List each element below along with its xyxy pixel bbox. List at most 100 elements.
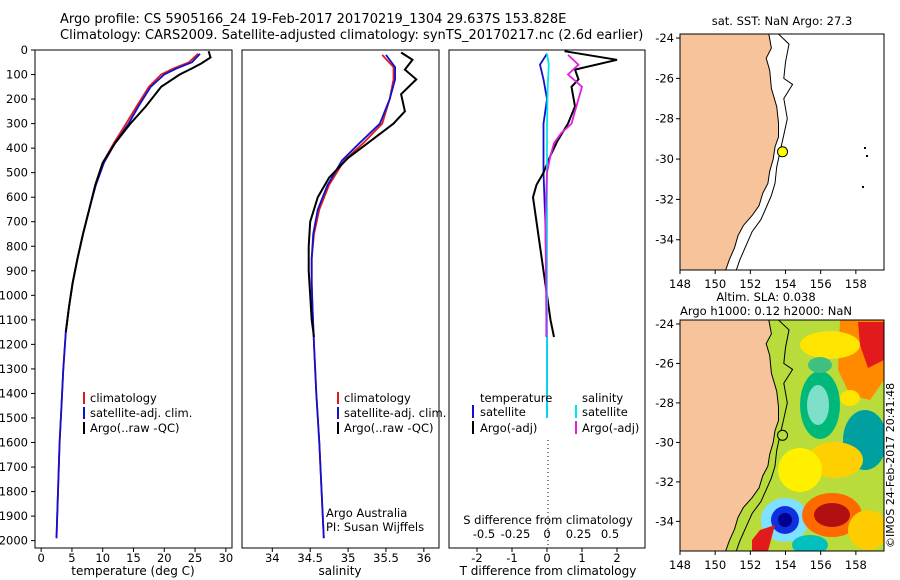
depth-tick-label: 500 — [6, 166, 28, 180]
s-tick-label: -0.25 — [501, 527, 531, 541]
lat-tick-label: -34 — [655, 233, 674, 247]
difference-x-ticks: -2 -1 0 1 2 — [471, 548, 621, 565]
x-tick-label: 35 — [341, 551, 356, 565]
temperature-legend: climatology satellite-adj. clim. Argo(..… — [83, 391, 192, 435]
diff-legend-targo: Argo(-adj) — [480, 421, 537, 435]
x-tick-label: 2 — [613, 551, 620, 565]
x-tick-label: 25 — [188, 551, 203, 565]
difference-series — [531, 50, 618, 418]
depth-tick-label: 1200 — [0, 337, 28, 351]
lon-tick-label: 148 — [669, 558, 691, 572]
s-tick-label: 0 — [543, 527, 550, 541]
salinity-x-label: salinity — [318, 564, 361, 578]
difference-s-ticks: -0.5 -0.25 0 0.25 0.5 — [473, 527, 619, 541]
lat-tick-label: -28 — [655, 396, 674, 410]
salinity-series — [307, 51, 418, 539]
sst-map-shelf-contour — [735, 34, 794, 270]
sla-map-south-patch — [752, 525, 775, 551]
x-tick-label: 0 — [37, 551, 44, 565]
x-tick-label: 34 — [265, 551, 280, 565]
x-tick-label: 5 — [68, 551, 75, 565]
lon-tick-label: 158 — [845, 277, 867, 291]
header-line-2: Climatology: CARS2009. Satellite-adjuste… — [60, 28, 643, 43]
depth-tick-label: 1500 — [0, 411, 28, 425]
depth-tick-label: 1300 — [0, 362, 28, 376]
lon-tick-label: 152 — [739, 558, 761, 572]
salinity-note-2: PI: Susan Wijffels — [326, 520, 424, 534]
salinity-x-ticks: 34 34.5 35 35.5 36 — [265, 548, 431, 565]
s-tick-label: -0.5 — [473, 527, 495, 541]
salinity-panel-frame — [241, 49, 440, 549]
header-line-1: Argo profile: CS 5905166_24 19-Feb-2017 … — [60, 12, 566, 27]
diff-legend-temp-title: temperature — [480, 391, 552, 405]
x-tick-label: 0 — [543, 551, 550, 565]
sla-map-y-ticks: -24 -26 -28 -30 -32 -34 — [655, 317, 680, 528]
lon-tick-label: 156 — [810, 558, 832, 572]
lat-tick-label: -24 — [655, 317, 674, 331]
lon-tick-label: 150 — [704, 277, 726, 291]
sal-legend-sat: satellite-adj. clim. — [344, 406, 446, 420]
depth-tick-label: 1800 — [0, 485, 28, 499]
diff-legend-tsat: satellite — [480, 405, 526, 419]
lat-tick-label: -24 — [655, 31, 674, 45]
temp-legend-argo: Argo(..raw -QC) — [90, 421, 180, 435]
temperature-series — [55, 50, 212, 539]
difference-t-label: T difference from climatology — [459, 564, 637, 578]
depth-tick-label: 1400 — [0, 386, 28, 400]
x-tick-label: 10 — [95, 551, 110, 565]
x-tick-label: 34.5 — [297, 551, 323, 565]
x-tick-label: 1 — [578, 551, 585, 565]
sla-map-anomaly-field — [761, 320, 884, 551]
temperature-x-ticks: 0 5 10 15 20 25 30 — [37, 548, 233, 565]
depth-tick-label: 400 — [6, 141, 28, 155]
depth-tick-label: 1600 — [0, 436, 28, 450]
x-tick-label: -1 — [506, 551, 517, 565]
temperature-x-label: temperature (deg C) — [71, 564, 194, 578]
sst-map-land — [680, 34, 779, 270]
depth-tick-label: 700 — [6, 215, 28, 229]
s-tick-label: 0.5 — [601, 527, 619, 541]
depth-tick-label: 600 — [6, 190, 28, 204]
sla-map-land — [680, 320, 779, 551]
x-tick-label: -2 — [471, 551, 482, 565]
sst-map-argo-marker — [777, 146, 789, 158]
lat-tick-label: -26 — [655, 356, 674, 370]
series-line — [310, 54, 397, 539]
temp-legend-clim: climatology — [90, 391, 157, 405]
sst-map-x-ticks: 148 150 152 154 156 158 — [669, 270, 867, 291]
sal-legend-argo: Argo(..raw -QC) — [344, 421, 434, 435]
x-tick-label: 20 — [157, 551, 172, 565]
sst-map-islands — [862, 147, 868, 188]
depth-tick-label: 1700 — [0, 460, 28, 474]
series-line — [544, 54, 584, 337]
lat-tick-label: -30 — [655, 435, 674, 449]
depth-tick-label: 1000 — [0, 288, 28, 302]
sla-map-x-ticks: 148 150 152 154 156 158 — [669, 551, 867, 572]
lat-tick-label: -26 — [655, 71, 674, 85]
depth-tick-label: 2000 — [0, 534, 28, 548]
sst-map-title: sat. SST: NaN Argo: 27.3 — [712, 14, 853, 28]
lat-tick-label: -32 — [655, 475, 674, 489]
depth-tick-label: 0 — [21, 43, 28, 57]
salinity-legend: climatology satellite-adj. clim. Argo(..… — [337, 391, 446, 435]
difference-legend: temperature satellite Argo(-adj) salinit… — [472, 391, 639, 435]
depth-axis: 0 100 200 300 400 500 600 700 800 900 1000 1100 1200… — [0, 43, 35, 548]
depth-tick-label: 900 — [6, 264, 28, 278]
sla-map-title-2: Argo h1000: 0.12 h2000: NaN — [680, 304, 852, 318]
sla-map-shelf-contour — [735, 320, 794, 551]
sla-map-body — [680, 320, 884, 551]
series-line — [64, 50, 212, 333]
depth-tick-label: 200 — [6, 92, 28, 106]
lon-tick-label: 152 — [739, 277, 761, 291]
sla-map-argo-marker — [777, 429, 789, 441]
sst-map-frame — [679, 33, 885, 271]
depth-tick-label: 800 — [6, 239, 28, 253]
series-line — [546, 53, 550, 418]
series-line — [307, 51, 418, 338]
depth-tick-label: 300 — [6, 117, 28, 131]
x-tick-label: 30 — [219, 551, 234, 565]
depth-tick-label: 1900 — [0, 509, 28, 523]
sla-map-title-1: Altim. SLA: 0.038 — [716, 290, 815, 304]
imos-credit: ©IMOS 24-Feb-2017 20:41:48 — [884, 383, 897, 548]
